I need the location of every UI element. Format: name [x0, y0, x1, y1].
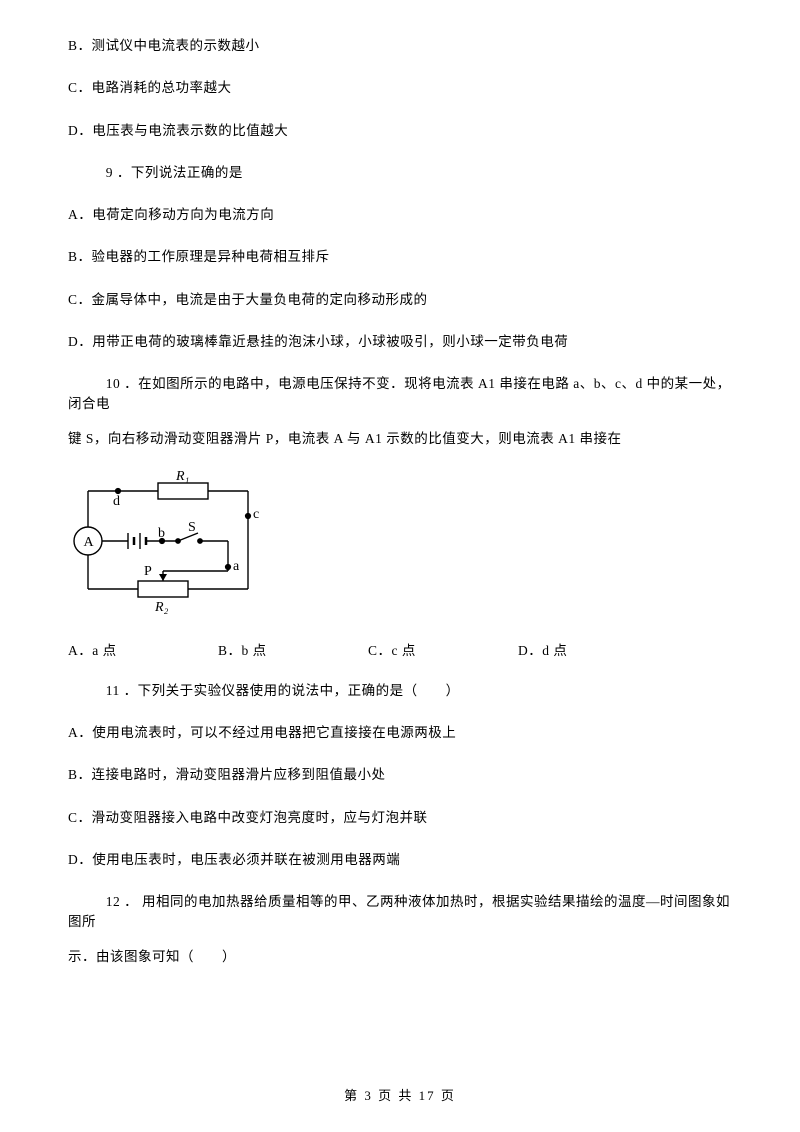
- label-R2: R₂: [154, 600, 169, 615]
- q11-option-B: B．连接电路时，滑动变阻器滑片应移到阻值最小处: [68, 765, 732, 785]
- q11-stem: 11 ．下列关于实验仪器使用的说法中，正确的是（ ）: [68, 681, 732, 701]
- label-b: b: [158, 526, 165, 541]
- q10-stem-line1: 10 ．在如图所示的电路中，电源电压保持不变．现将电流表 A1 串接在电路 a、…: [68, 374, 732, 415]
- q10-stem-line2: 键 S，向右移动滑动变阻器滑片 P，电流表 A 与 A1 示数的比值变大，则电流…: [68, 429, 732, 449]
- q11-option-C: C．滑动变阻器接入电路中改变灯泡亮度时，应与灯泡并联: [68, 808, 732, 828]
- label-S: S: [188, 520, 196, 535]
- label-A: A: [84, 535, 95, 550]
- q10-options: A．a 点 B．b 点 C．c 点 D．d 点: [68, 639, 732, 659]
- label-R1: R₁: [175, 471, 189, 484]
- q12-stem-line2: 示．由该图象可知（ ）: [68, 947, 732, 967]
- circuit-diagram: R₁ R₂ A S P d c b a: [68, 471, 732, 621]
- q12-stem-line1: 12 ． 用相同的电加热器给质量相等的甲、乙两种液体加热时，根据实验结果描绘的温…: [68, 892, 732, 933]
- q10-option-D: D．d 点: [518, 639, 567, 659]
- q8-option-D: D．电压表与电流表示数的比值越大: [68, 121, 732, 141]
- q11-option-D: D．使用电压表时，电压表必须并联在被测用电器两端: [68, 850, 732, 870]
- q8-option-C: C．电路消耗的总功率越大: [68, 78, 732, 98]
- q9-option-D: D．用带正电荷的玻璃棒靠近悬挂的泡沫小球，小球被吸引，则小球一定带负电荷: [68, 332, 732, 352]
- label-c: c: [253, 507, 259, 522]
- q9-stem: 9 ．下列说法正确的是: [68, 163, 732, 183]
- label-d: d: [113, 494, 120, 509]
- q10-option-B: B．b 点: [218, 639, 368, 659]
- q9-option-C: C．金属导体中，电流是由于大量负电荷的定向移动形成的: [68, 290, 732, 310]
- q10-option-C: C．c 点: [368, 639, 518, 659]
- page-footer: 第 3 页 共 17 页: [0, 1085, 800, 1104]
- label-a: a: [233, 559, 240, 574]
- label-P: P: [144, 564, 152, 579]
- q8-option-B: B．测试仪中电流表的示数越小: [68, 36, 732, 56]
- q11-option-A: A．使用电流表时，可以不经过用电器把它直接接在电源两极上: [68, 723, 732, 743]
- q9-option-B: B．验电器的工作原理是异种电荷相互排斥: [68, 247, 732, 267]
- q10-option-A: A．a 点: [68, 639, 218, 659]
- q9-option-A: A．电荷定向移动方向为电流方向: [68, 205, 732, 225]
